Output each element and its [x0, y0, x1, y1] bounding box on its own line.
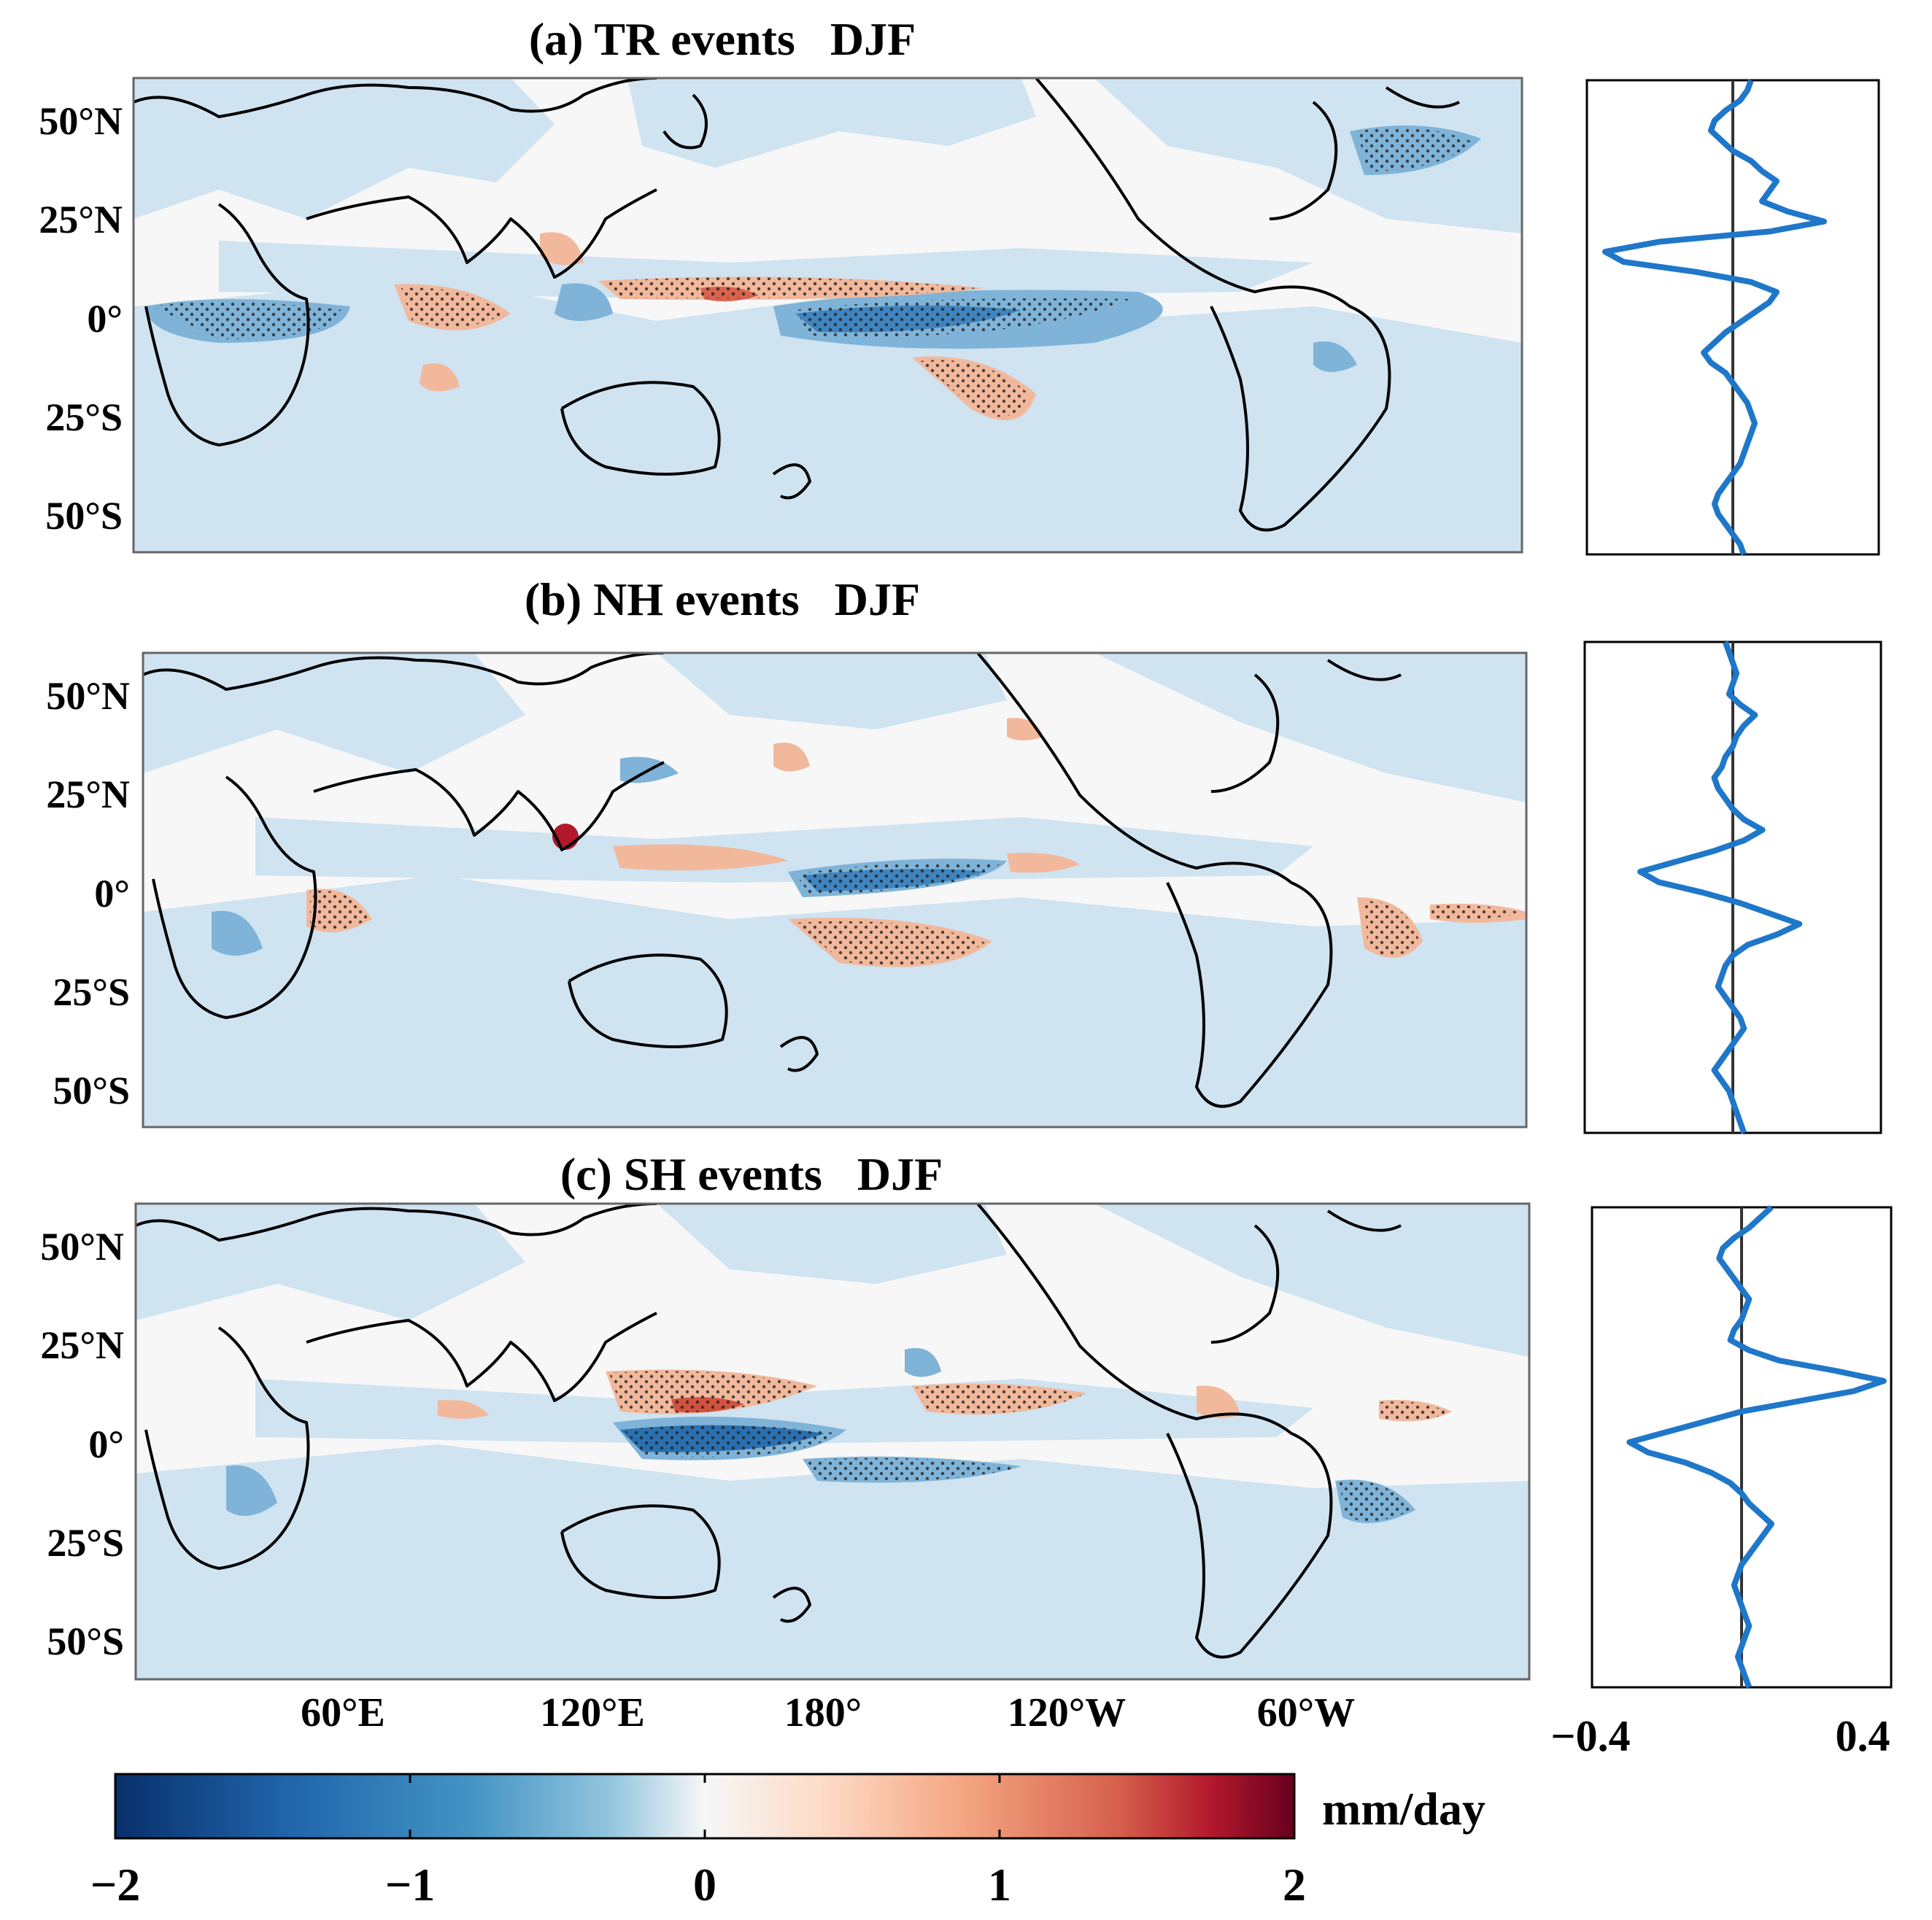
coastlines	[143, 653, 1402, 1108]
panel-title-b: (b) NH events DJF	[524, 573, 921, 625]
coastlines	[136, 1204, 1402, 1659]
colorbar-ticks	[114, 1774, 1296, 1838]
lat-label: 25°S	[45, 395, 123, 439]
map-panel-c	[134, 1202, 1531, 1681]
map-panel-b	[142, 651, 1528, 1129]
lat-label: 50°N	[46, 674, 130, 718]
colorbar-ramp	[114, 1773, 1296, 1840]
lat-label: 0°	[87, 297, 123, 341]
colorbar	[114, 1773, 1296, 1840]
map-frame	[132, 77, 1523, 554]
colorbar-unit: mm/day	[1322, 1783, 1485, 1835]
zonal-mean-profiles	[1583, 79, 1893, 1689]
lat-label: 0°	[94, 872, 130, 916]
profile-line-b	[1637, 640, 1803, 1134]
lat-label: 50°S	[47, 1619, 124, 1663]
profile-xmin-label: −0.4	[1550, 1712, 1631, 1760]
colorbar-tick-label: 2	[1283, 1859, 1306, 1911]
lon-label: 180°	[784, 1690, 862, 1735]
lon-label: 120°W	[1007, 1690, 1127, 1735]
lat-label: 25°S	[47, 1521, 124, 1565]
panel-title-a: (a) TR events DJF	[528, 13, 916, 65]
lon-label: 120°E	[540, 1690, 645, 1735]
lon-label: 60°E	[301, 1690, 385, 1735]
significance-stipple	[609, 1371, 1449, 1522]
lat-label: 25°S	[53, 970, 130, 1014]
lat-label: 50°S	[53, 1069, 130, 1112]
significance-stipple	[310, 862, 1523, 965]
colorbar-tick-label: 1	[988, 1859, 1011, 1911]
profile-line-a	[1602, 79, 1827, 556]
lat-label: 25°N	[39, 198, 123, 241]
colorbar-tick-label: −2	[90, 1859, 141, 1911]
lat-label: 50°N	[39, 99, 123, 143]
colorbar-tick-label: 0	[693, 1859, 716, 1911]
lat-label: 50°S	[45, 494, 123, 538]
lon-label: 60°W	[1256, 1690, 1356, 1735]
profile-line-c	[1626, 1205, 1887, 1689]
map-panel-a	[132, 77, 1523, 554]
lat-label: 0°	[88, 1422, 124, 1466]
map-frame	[142, 651, 1528, 1129]
significance-stipple	[153, 128, 1474, 417]
lat-label: 50°N	[40, 1225, 124, 1269]
lat-label: 25°N	[40, 1323, 124, 1367]
negative-anomaly-light	[134, 78, 1522, 552]
colorbar-tick-label: −1	[385, 1859, 436, 1911]
panel-title-c: (c) SH events DJF	[560, 1148, 943, 1200]
coastlines	[134, 78, 1460, 532]
lat-label: 25°N	[46, 773, 130, 816]
profile-xmax-label: 0.4	[1835, 1712, 1890, 1760]
map-frame	[134, 1202, 1531, 1681]
